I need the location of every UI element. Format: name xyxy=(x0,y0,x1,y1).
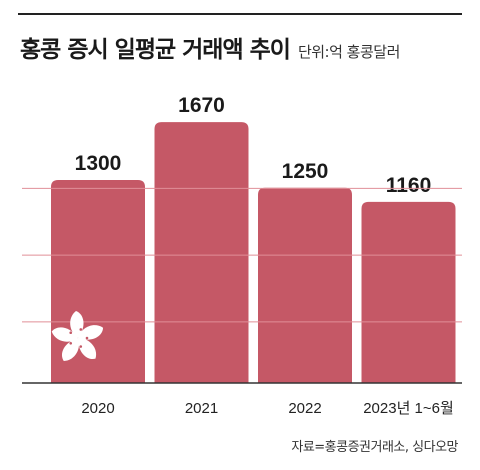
bar-2022 xyxy=(258,187,352,383)
top-rule xyxy=(18,13,462,15)
bauhinia-petal xyxy=(77,337,97,360)
bauhinia-petal xyxy=(78,325,104,340)
data-label: 1160 xyxy=(386,174,432,197)
petal-star xyxy=(79,328,83,331)
bauhinia-petal xyxy=(61,338,79,362)
data-label: 1300 xyxy=(75,152,122,175)
petal-star xyxy=(79,345,83,348)
chart-title: 홍콩 증시 일평균 거래액 추이 xyxy=(20,37,291,63)
category-label: 2020 xyxy=(81,400,114,417)
category-label: 2021 xyxy=(185,400,218,417)
category-label: 2022 xyxy=(288,400,321,417)
source-note: 자료=홍콩증권거래소, 싱다오망 xyxy=(291,440,458,455)
bauhinia-flower-icon xyxy=(51,311,104,362)
petal-star xyxy=(85,336,89,340)
bar-2023년 1~6월 xyxy=(361,201,456,383)
petal-star xyxy=(69,341,73,345)
data-label: 1250 xyxy=(282,160,329,183)
category-label: 2023년 1~6월 xyxy=(363,400,454,417)
header: 홍콩 증시 일평균 거래액 추이 단위:억 홍콩달러 xyxy=(20,30,460,64)
data-label: 1670 xyxy=(178,94,225,117)
petal-star xyxy=(69,331,73,335)
bauhinia-petal xyxy=(70,311,84,338)
bar-2021 xyxy=(154,122,249,383)
unit-label: 단위:억 홍콩달러 xyxy=(297,43,400,61)
bauhinia-petal xyxy=(51,327,78,342)
